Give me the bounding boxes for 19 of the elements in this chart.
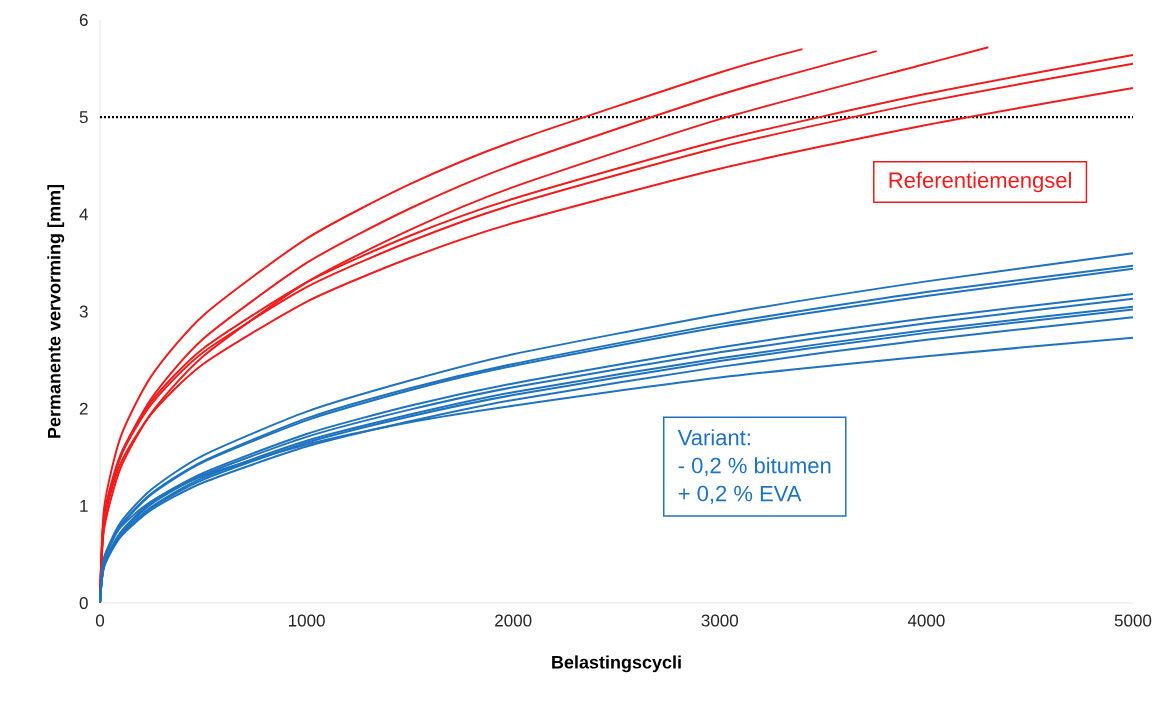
y-tick-label: 4 — [79, 208, 88, 221]
annotation: Variant: — [677, 429, 750, 446]
y-axis-title: Permanente vervorming [mm] — [47, 185, 65, 438]
annotation: Referentiemengsel — [889, 171, 1071, 193]
x-tick-label: 0 — [95, 614, 105, 627]
y-tick-label: 3 — [79, 305, 88, 318]
x-tick-label: 1000 — [288, 614, 325, 627]
x-axis-title: Belastingscycli — [552, 655, 681, 673]
y-tick-label: 2 — [79, 402, 88, 415]
y-tick-label: 5 — [79, 111, 88, 124]
y-tick-label: 0 — [79, 596, 88, 610]
x-tick-label: 3000 — [701, 614, 739, 627]
y-tick-label: 1 — [80, 499, 88, 512]
x-tick-label: 5000 — [1114, 614, 1152, 627]
x-tick-label: 4000 — [907, 614, 945, 627]
annotation: - 0,2 % bitumen — [678, 457, 831, 476]
annotation: + 0,2 % EVA — [678, 485, 802, 504]
y-tick-label: 6 — [79, 13, 88, 27]
x-tick-label: 2000 — [495, 614, 532, 627]
